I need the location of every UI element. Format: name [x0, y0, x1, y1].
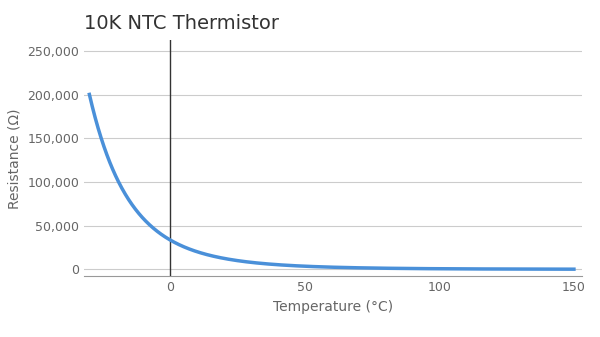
Text: 10K NTC Thermistor: 10K NTC Thermistor — [84, 14, 279, 33]
X-axis label: Temperature (°C): Temperature (°C) — [273, 300, 393, 314]
Y-axis label: Resistance (Ω): Resistance (Ω) — [8, 108, 22, 209]
